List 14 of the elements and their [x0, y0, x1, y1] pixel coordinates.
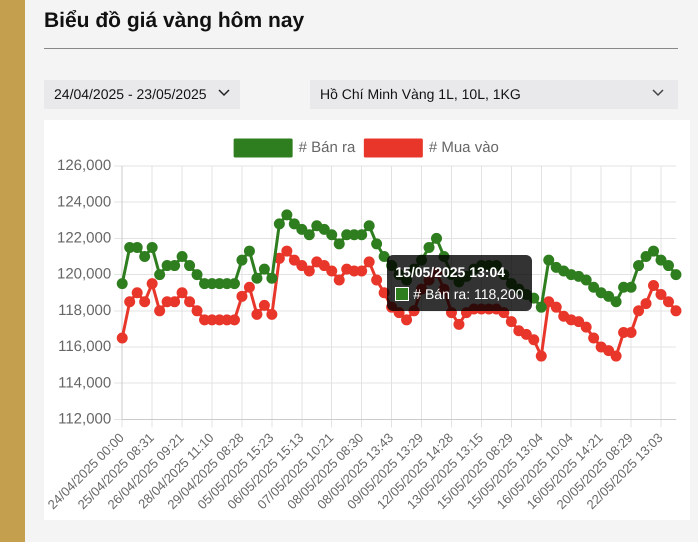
chart-title: Biểu đồ giá vàng hôm nay: [44, 9, 304, 33]
legend-label: # Mua vào: [428, 139, 499, 156]
text: 24/04/2025 - 23/05/2025: [54, 86, 207, 102]
y-tick-label: 124,000: [56, 193, 112, 210]
text: Hồ Chí Minh Vàng 1L, 10L, 1KG: [320, 86, 521, 102]
y-tick-label: 116,000: [58, 338, 112, 356]
y-tick-label: 112,000: [58, 410, 112, 428]
legend-label: # Bán ra: [298, 139, 356, 156]
y-tick-label: 120,000: [56, 266, 112, 283]
y-tick-label: 118,000: [58, 302, 112, 319]
y-tick-label: 114,000: [58, 374, 112, 392]
annotation: 15/05/2025 13:04 # Bán ra: 118,200: [395, 263, 524, 302]
y-tick-label: 122,000: [56, 230, 112, 247]
y-tick-label: 126,000: [56, 157, 112, 174]
